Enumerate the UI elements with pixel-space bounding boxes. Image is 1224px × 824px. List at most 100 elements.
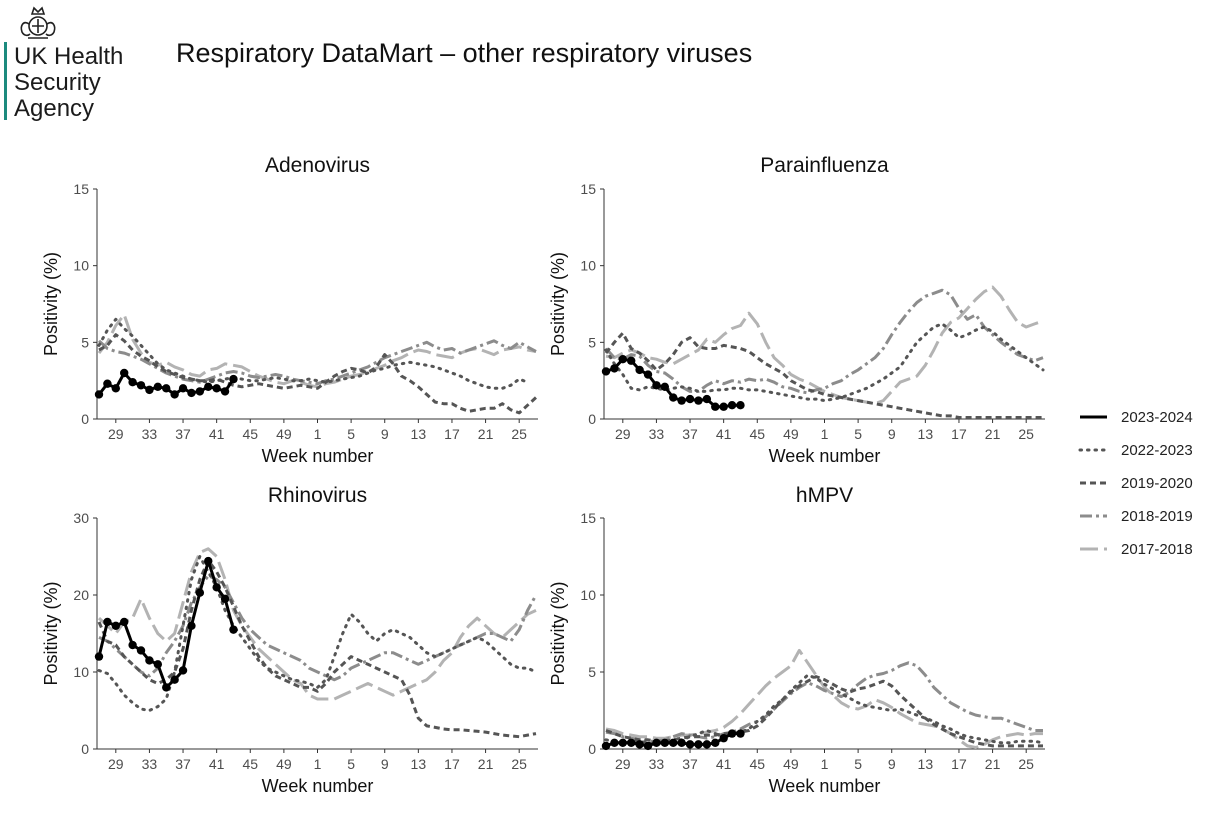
x-axis-title: Week number: [262, 446, 374, 466]
series-line-2018-2019: [605, 661, 1043, 743]
logo-accent-bar: [4, 42, 7, 120]
series-line-2022-2023: [97, 317, 530, 390]
data-point: [170, 390, 179, 399]
chart-title: Adenovirus: [265, 154, 370, 177]
x-tick-label: 37: [175, 426, 191, 442]
x-tick-label: 25: [511, 426, 527, 442]
x-tick-label: 21: [985, 426, 1001, 442]
x-axis-title: Week number: [262, 776, 374, 796]
data-point: [694, 396, 703, 405]
y-tick-label: 15: [73, 181, 89, 197]
x-tick-label: 29: [615, 756, 631, 772]
x-tick-label: 37: [682, 426, 698, 442]
x-tick-label: 45: [749, 756, 765, 772]
data-point: [136, 381, 146, 390]
x-tick-label: 9: [888, 426, 896, 442]
data-point: [601, 741, 611, 751]
x-tick-label: 49: [276, 426, 292, 442]
x-tick-label: 33: [142, 426, 158, 442]
data-point: [627, 356, 636, 365]
data-point: [229, 374, 238, 384]
data-point: [220, 594, 230, 604]
x-tick-label: 9: [381, 756, 389, 772]
y-tick-label: 5: [588, 664, 596, 680]
x-tick-label: 21: [478, 426, 494, 442]
data-point: [702, 740, 712, 749]
y-axis-title: Positivity (%): [41, 252, 61, 356]
data-point: [162, 384, 171, 393]
data-point: [178, 666, 188, 675]
x-tick-label: 33: [142, 756, 158, 772]
x-tick-label: 49: [276, 756, 292, 772]
data-point: [635, 365, 644, 375]
data-point: [220, 387, 230, 396]
x-tick-label: 17: [951, 426, 967, 442]
x-tick-label: 1: [821, 426, 829, 442]
series-line-2018-2019: [97, 339, 537, 386]
series-line-2018-2019: [98, 574, 538, 682]
series-line-2019-2020: [604, 331, 1043, 419]
x-tick-label: 41: [716, 426, 732, 442]
x-tick-label: 49: [783, 426, 799, 442]
chart-title: Rhinovirus: [268, 484, 367, 507]
x-tick-label: 29: [108, 756, 124, 772]
data-point: [212, 583, 221, 592]
data-point: [103, 617, 112, 627]
x-tick-label: 17: [444, 426, 460, 442]
ukhsa-logo: UK Health Security Agency: [0, 0, 140, 125]
data-point: [145, 385, 154, 395]
x-tick-label: 33: [649, 756, 665, 772]
data-point: [660, 738, 670, 748]
data-point: [627, 738, 636, 748]
x-tick-label: 41: [716, 756, 732, 772]
data-point: [643, 741, 653, 751]
y-tick-label: 0: [81, 411, 89, 427]
y-axis-title: Positivity (%): [548, 581, 568, 685]
data-point: [736, 401, 745, 410]
series-line-2019-2020: [605, 675, 1043, 748]
data-point: [736, 729, 745, 738]
data-point: [685, 394, 695, 404]
series-line-2019-2020: [97, 558, 537, 739]
royal-crest-icon: [20, 6, 56, 39]
data-point: [694, 740, 703, 749]
data-point: [643, 370, 653, 379]
x-tick-label: 45: [242, 426, 258, 442]
data-point: [128, 640, 137, 650]
y-tick-label: 0: [81, 741, 89, 757]
data-point: [635, 740, 644, 749]
series-line-2017-2018: [605, 285, 1044, 406]
x-tick-label: 13: [411, 426, 427, 442]
series-line-2017-2018: [605, 648, 1043, 749]
y-axis-title: Positivity (%): [41, 581, 61, 685]
x-tick-label: 13: [918, 426, 934, 442]
y-axis-title: Positivity (%): [548, 252, 568, 356]
x-tick-label: 45: [749, 426, 765, 442]
data-point: [618, 355, 628, 364]
org-line-3: Agency: [14, 95, 95, 122]
data-point: [660, 382, 670, 391]
x-tick-label: 1: [314, 426, 322, 442]
x-tick-label: 25: [1018, 756, 1034, 772]
data-point: [187, 388, 196, 398]
org-line-1: UK Health: [14, 43, 124, 70]
x-tick-label: 41: [209, 756, 225, 772]
x-tick-label: 9: [888, 756, 896, 772]
x-tick-label: 29: [615, 426, 631, 442]
data-point: [669, 393, 678, 402]
data-point: [719, 402, 728, 411]
x-tick-label: 29: [108, 426, 124, 442]
series-line-2022-2023: [604, 322, 1045, 403]
y-tick-label: 20: [73, 587, 89, 603]
data-point: [727, 729, 737, 738]
x-tick-label: 25: [1018, 426, 1034, 442]
x-tick-label: 41: [209, 426, 225, 442]
chart-title: Parainfluenza: [760, 154, 889, 177]
x-tick-label: 5: [854, 756, 862, 772]
data-point: [94, 652, 104, 661]
data-point: [719, 734, 728, 743]
data-point: [170, 675, 179, 684]
x-tick-label: 9: [381, 426, 389, 442]
data-point: [702, 394, 712, 404]
